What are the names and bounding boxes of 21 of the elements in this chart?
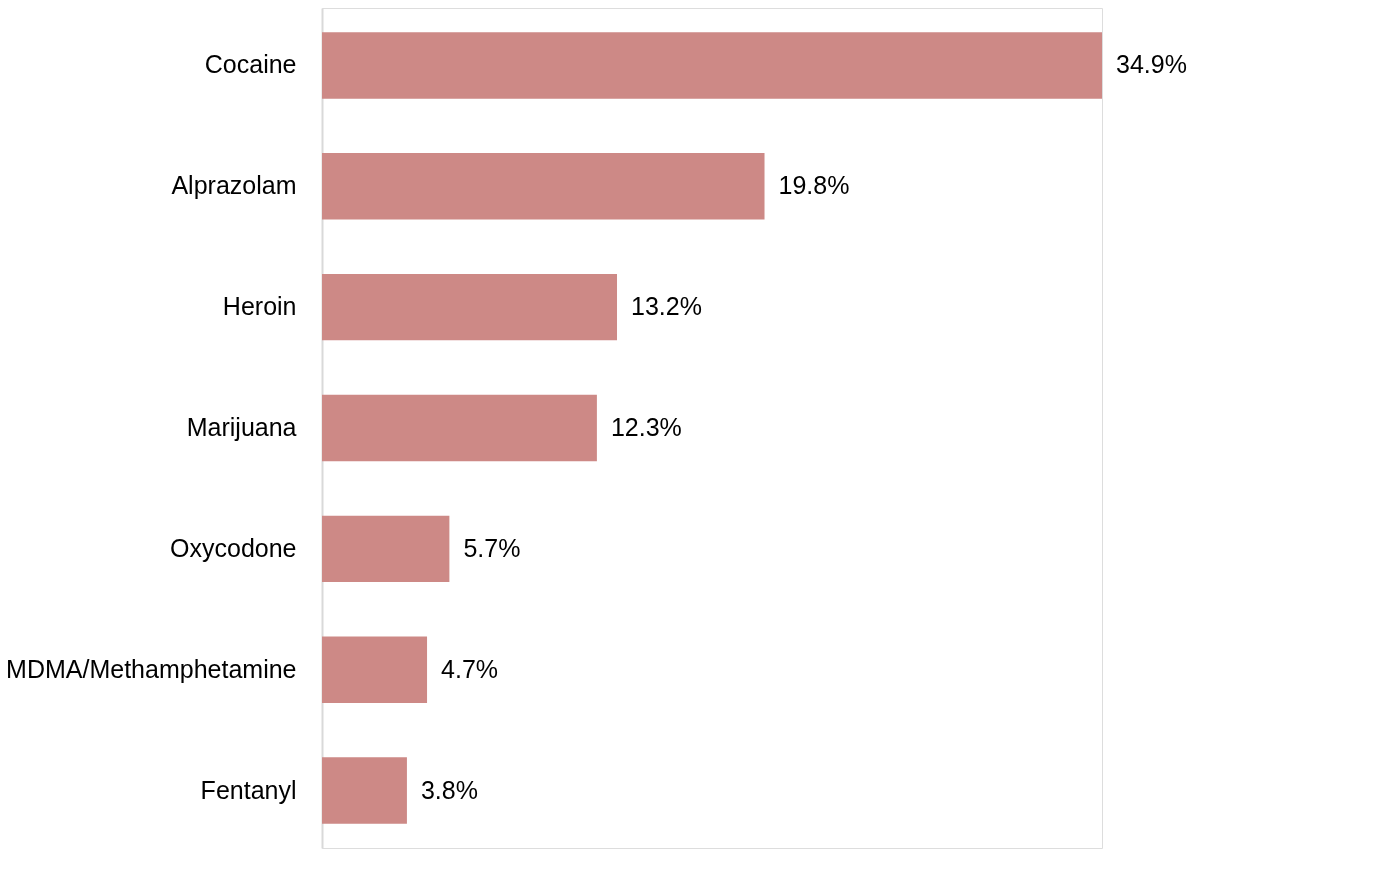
bar <box>322 273 618 341</box>
bar <box>322 153 765 220</box>
data-label: 34.9% <box>1116 50 1187 79</box>
data-label: 5.7% <box>463 533 521 562</box>
data-label: 3.8% <box>420 775 478 804</box>
y-tick-label: Marijuana <box>186 413 297 441</box>
y-tick-label: Cocaine <box>204 50 297 79</box>
data-label: 13.2% <box>631 292 702 321</box>
bar <box>322 636 428 703</box>
y-tick-label: Alprazolam <box>171 171 297 200</box>
y-tick-label: Oxycodone <box>170 533 297 562</box>
bar <box>322 515 450 583</box>
y-tick-label: Heroin <box>222 292 297 321</box>
bar <box>322 394 597 462</box>
bar <box>322 32 1102 99</box>
data-label: 19.8% <box>778 171 850 200</box>
bar <box>322 757 407 824</box>
y-tick-label: Fentanyl <box>200 775 297 804</box>
data-label: 4.7% <box>441 654 499 683</box>
data-label: 12.3% <box>610 413 682 441</box>
y-tick-label: MDMA/Methamphetamine <box>6 654 297 683</box>
